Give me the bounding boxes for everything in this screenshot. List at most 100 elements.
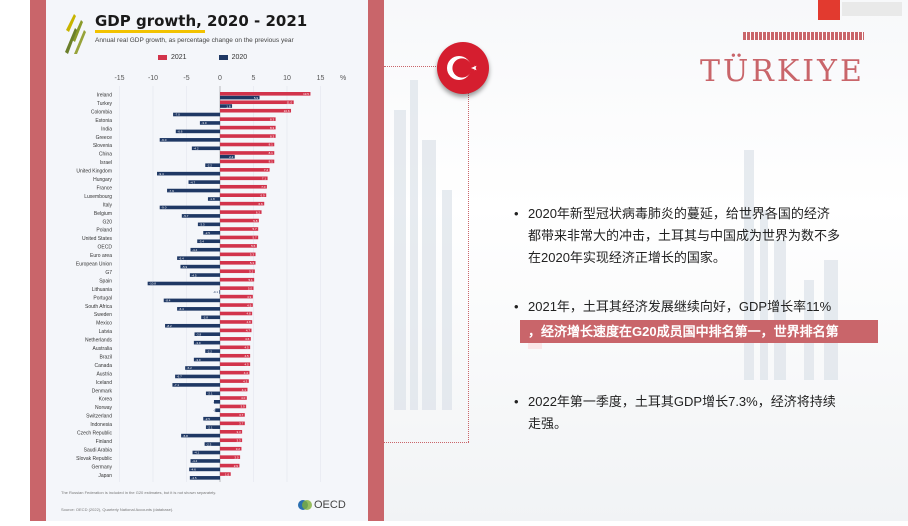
bar-2020: [157, 171, 220, 176]
bar-2020: [219, 290, 220, 294]
bar-2020: [205, 425, 220, 429]
data-label-2020: -4.4: [192, 248, 198, 252]
data-label-2021: 10.6: [284, 109, 290, 113]
data-label-2020: -9.4: [159, 172, 165, 176]
category-label: Netherlands: [85, 338, 112, 344]
bar-2020: [188, 180, 220, 184]
bar-2020: [203, 416, 220, 421]
data-label-2020: -2.1: [207, 425, 213, 429]
data-label-2021: 5.1: [248, 278, 253, 282]
bar-2021: [220, 311, 253, 316]
x-tick-label: -10: [148, 75, 158, 82]
bar-2020: [205, 391, 220, 396]
bar-2021: [220, 159, 275, 164]
bar-2021: [220, 244, 257, 248]
data-label-2020: -5.8: [183, 434, 189, 438]
bar-2021: [220, 472, 231, 476]
bar-2021: [220, 117, 276, 121]
bar-2021: [220, 303, 253, 307]
data-label-2021: 5.3: [250, 253, 255, 257]
data-label-2020: -5.2: [187, 366, 193, 370]
category-label: Ireland: [97, 93, 113, 99]
bar-2021: [220, 430, 243, 434]
data-label-2020: -8.4: [165, 299, 171, 303]
data-label-2021: 7.0: [261, 185, 266, 189]
data-label-2021: 3.3: [236, 438, 241, 442]
data-label-2021: 5.2: [249, 269, 254, 273]
bar-2021: [220, 413, 245, 417]
bullet-2-line-1: 2021年，土耳其经济发展继续向好，GDP增长率11%: [528, 299, 832, 314]
data-label-2021: 2.9: [234, 464, 239, 468]
bullet-2: • 2021年，土耳其经济发展继续向好，GDP增长率11%: [514, 296, 832, 318]
connector-line-vertical: [468, 90, 469, 442]
data-label-2021: 4.7: [246, 329, 251, 333]
category-label: Korea: [99, 397, 113, 403]
bar-2021: [220, 404, 247, 409]
data-label-2020: -7.1: [174, 383, 180, 387]
category-label: G20: [103, 219, 113, 225]
oecd-brand: OECD: [298, 499, 346, 511]
legend-label-2021: 2021: [171, 54, 187, 61]
data-label-2020: -5.7: [183, 214, 189, 218]
data-label-2020: -3.9: [195, 358, 201, 362]
data-label-2021: 3.2: [236, 447, 241, 451]
category-label: Germany: [91, 464, 112, 470]
chart-footnote: The Russian Federation is included in th…: [61, 490, 217, 495]
bullet-3-line-1: 2022年第一季度，土耳其GDP增长7.3%，经济将持续: [528, 394, 836, 409]
bar-2020: [197, 239, 220, 244]
data-label-2020: -4.5: [191, 273, 197, 277]
bar-2020: [180, 264, 220, 269]
bar-2021: [220, 151, 275, 155]
data-label-2021: 4.5: [244, 362, 249, 366]
bar-2020: [165, 323, 220, 328]
bar-2021: [220, 210, 262, 214]
data-label-2021: 4.1: [242, 388, 247, 392]
data-label-2020: -6.6: [177, 130, 183, 134]
bar-2020: [204, 442, 220, 446]
legend-item-2021: 2021: [158, 54, 187, 61]
bar-2020: [189, 476, 220, 480]
bar-2020: [163, 298, 220, 303]
data-label-2020: -2.2: [207, 349, 213, 353]
bar-2021: [220, 92, 311, 96]
category-label: Finland: [96, 439, 113, 445]
data-label-2020: -4.2: [193, 147, 199, 151]
category-label: India: [101, 126, 112, 132]
data-label-2020: 1.8: [226, 104, 231, 108]
data-label-2020: -2.1: [207, 392, 213, 396]
bar-2020: [159, 205, 220, 210]
bar-2020: [205, 163, 220, 167]
bar-2020: [220, 95, 260, 100]
data-label-2020: -0.7: [213, 408, 219, 412]
category-label: Hungary: [93, 177, 112, 183]
bar-2021: [220, 100, 294, 105]
data-label-2020: 5.9: [254, 96, 259, 100]
bar-2021: [220, 261, 256, 265]
bar-2020: [190, 247, 220, 252]
data-label-2020: -3.3: [199, 223, 205, 227]
category-label: Turkey: [97, 101, 113, 107]
data-label-2020: -7.0: [175, 113, 181, 117]
corner-blur: [842, 2, 902, 16]
bullet-1-line-3: 在2020年实现经济正增长的国家。: [528, 250, 726, 265]
data-label-2021: 8.3: [270, 126, 275, 130]
bar-2021: [220, 421, 245, 426]
bullet-3: • 2022年第一季度，土耳其GDP增长7.3%，经济将持续 走强。: [514, 391, 836, 435]
data-label-2021: 4.8: [246, 312, 251, 316]
data-label-2021: 6.6: [259, 202, 264, 206]
category-label: Euro area: [90, 253, 112, 259]
category-label: Switzerland: [86, 414, 112, 420]
bar-2021: [220, 455, 241, 459]
bar-2021: [220, 345, 251, 350]
data-label-2021: 6.2: [256, 210, 261, 214]
bar-2021: [220, 463, 240, 468]
data-label-2020: -6.4: [179, 307, 185, 311]
data-label-2021: 5.8: [253, 219, 258, 223]
legend-swatch-2021: [158, 55, 167, 60]
data-label-2021: 4.4: [244, 371, 249, 375]
bar-2020: [220, 154, 235, 159]
data-label-2020: -2.2: [207, 163, 213, 167]
data-label-2021: 7.4: [264, 168, 269, 172]
category-label: China: [99, 152, 112, 158]
bullet-1-line-2: 都带来非常大的冲击，土耳其与中国成为世界为数不多: [528, 228, 841, 243]
